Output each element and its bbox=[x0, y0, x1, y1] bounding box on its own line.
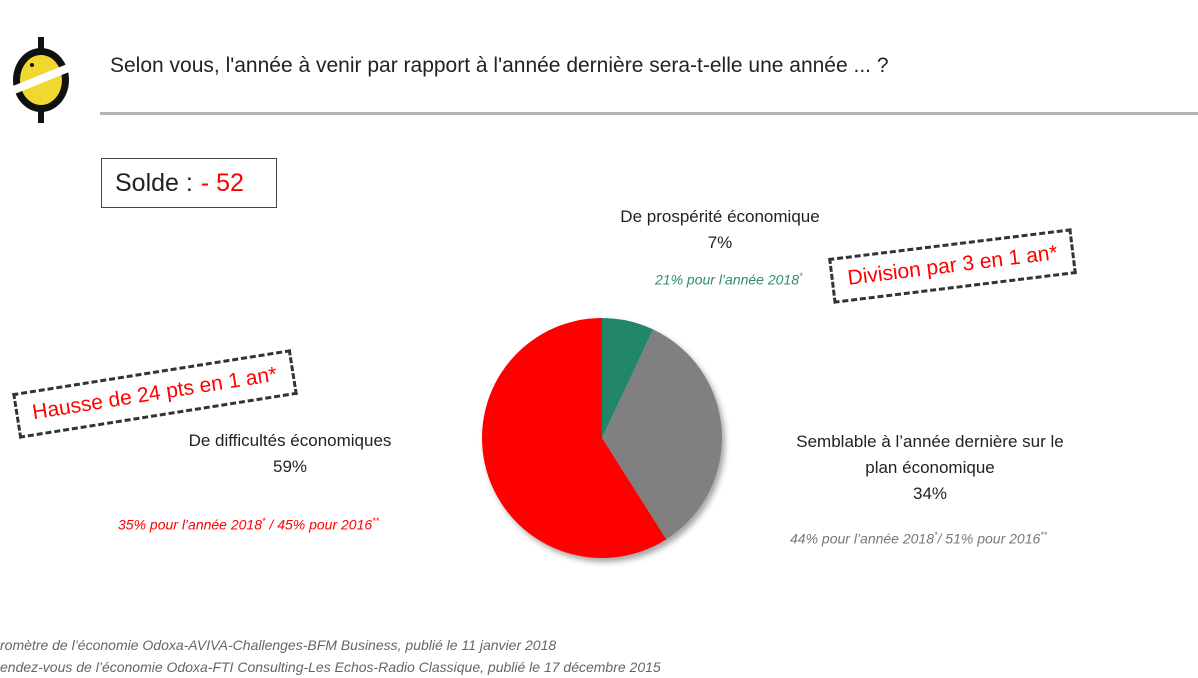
pie-chart bbox=[482, 318, 723, 558]
label-difficultes: De difficultés économiques 59% bbox=[150, 428, 430, 480]
label-difficultes-pct: 59% bbox=[272, 457, 308, 476]
label-prosperite-name: De prospérité économique bbox=[620, 207, 820, 226]
note-prosperite-sup: * bbox=[799, 271, 803, 281]
solde-box: Solde :- 52 bbox=[101, 158, 277, 208]
label-prosperite-pct: 7% bbox=[707, 233, 733, 252]
note-semblable-sup1: * bbox=[934, 530, 938, 540]
header-divider bbox=[100, 112, 1198, 115]
note-semblable-text1: 44% pour l’année 2018 bbox=[790, 530, 935, 547]
source-line-2: endez-vous de l’économie Odoxa-FTI Consu… bbox=[0, 659, 661, 675]
label-semblable-line1: Semblable à l’année dernière sur le bbox=[796, 432, 1064, 451]
source-line-1: romètre de l’économie Odoxa-AVIVA-Challe… bbox=[0, 637, 557, 653]
pie-slice-difficultes bbox=[482, 318, 667, 558]
note-semblable-sup2: ** bbox=[1040, 530, 1048, 540]
pie-slice-semblable bbox=[602, 329, 723, 540]
note-prosperite-text: 21% pour l’année 2018 bbox=[655, 271, 800, 288]
callout-division: Division par 3 en 1 an* bbox=[828, 228, 1078, 304]
label-semblable: Semblable à l’année dernière sur le plan… bbox=[768, 429, 1092, 507]
label-prosperite: De prospérité économique 7% bbox=[600, 204, 840, 256]
sources: romètre de l’économie Odoxa-AVIVA-Challe… bbox=[0, 634, 661, 678]
callout-hausse: Hausse de 24 pts en 1 an* bbox=[12, 349, 298, 439]
pie-slice-prosperite bbox=[602, 318, 654, 438]
note-prosperite: 21% pour l’année 2018* bbox=[655, 271, 803, 288]
note-difficultes-text2: / 45% pour 2016 bbox=[265, 516, 373, 533]
solde-value: - 52 bbox=[200, 169, 244, 197]
label-difficultes-name: De difficultés économiques bbox=[188, 431, 392, 450]
label-semblable-line2: plan économique bbox=[865, 458, 995, 477]
note-difficultes-sup2: ** bbox=[372, 516, 380, 526]
solde-label: Solde : bbox=[115, 169, 193, 197]
label-semblable-pct: 34% bbox=[912, 484, 948, 503]
odoxa-logo bbox=[12, 37, 70, 123]
note-semblable: 44% pour l’année 2018*/ 51% pour 2016** bbox=[790, 530, 1047, 547]
note-difficultes: 35% pour l’année 2018* / 45% pour 2016** bbox=[118, 516, 379, 533]
note-difficultes-sup1: * bbox=[262, 516, 266, 526]
survey-question: Selon vous, l'année à venir par rapport … bbox=[110, 54, 889, 77]
note-difficultes-text1: 35% pour l’année 2018 bbox=[118, 516, 263, 533]
note-semblable-text2: / 51% pour 2016 bbox=[937, 530, 1041, 547]
